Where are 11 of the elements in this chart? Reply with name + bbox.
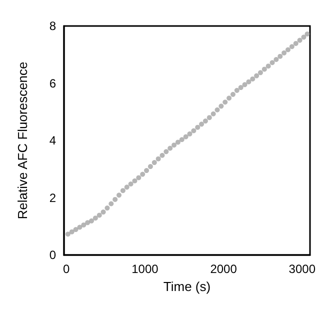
y-tick-label: 0: [49, 248, 56, 262]
x-tick-label: 2000: [210, 262, 238, 276]
y-tick-label: 4: [49, 134, 56, 148]
x-axis-title: Time (s): [163, 279, 211, 294]
y-tick-label: 6: [49, 76, 56, 90]
y-axis-title: Relative AFC Fluorescence: [15, 62, 30, 220]
x-tick-label: 1000: [132, 262, 159, 276]
y-tick-label: 8: [49, 19, 56, 33]
x-tick-label: 0: [63, 262, 70, 276]
y-tick-label: 2: [49, 190, 56, 205]
x-tick-label: 3000: [288, 262, 316, 276]
